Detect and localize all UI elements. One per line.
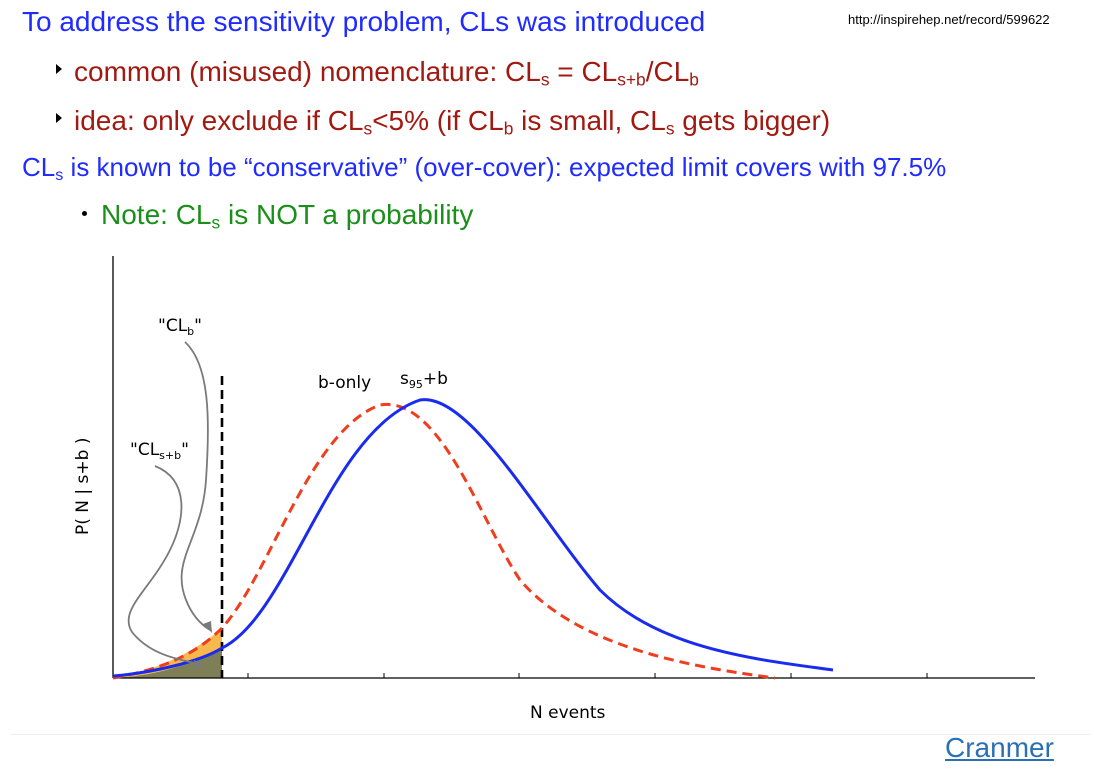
x-ticks xyxy=(247,673,928,678)
b-only-curve xyxy=(112,403,776,680)
clb-arrow xyxy=(180,341,211,631)
triangle-bullet-icon xyxy=(56,113,62,123)
dot-bullet-icon xyxy=(82,211,87,216)
cranmer-link[interactable]: Cranmer xyxy=(945,732,1054,763)
clspb-tail-area xyxy=(113,648,222,678)
note-bullet: Note: CLs is NOT a probability xyxy=(82,199,473,233)
reference-url: http://inspirehep.net/record/599622 xyxy=(848,12,1050,27)
slide-title: To address the sensitivity problem, CLs … xyxy=(22,6,706,37)
clspb-arrow xyxy=(127,465,201,665)
clspb-label: "CLs+b" xyxy=(130,440,189,462)
x-axis-label: N events xyxy=(530,703,606,723)
conservative-statement: CLs is known to be “conservative” (over-… xyxy=(22,152,947,185)
triangle-bullet-icon xyxy=(56,64,62,74)
footer-divider xyxy=(10,734,1090,735)
clb-label: "CLb" xyxy=(158,316,202,338)
s95-plus-b-label: s95+b xyxy=(400,369,448,391)
bullet-idea: idea: only exclude if CLs<5% (if CLb is … xyxy=(56,105,830,139)
clspb-arrow-head-icon xyxy=(194,660,204,669)
b-only-label: b-only xyxy=(318,373,371,393)
clb-arrow-head-icon xyxy=(203,621,212,633)
s95-plus-b-curve xyxy=(112,398,834,678)
bullet-nomenclature: common (misused) nomenclature: CLs = CLs… xyxy=(56,56,699,90)
y-axis-label: P( N | s+b ) xyxy=(73,438,93,535)
